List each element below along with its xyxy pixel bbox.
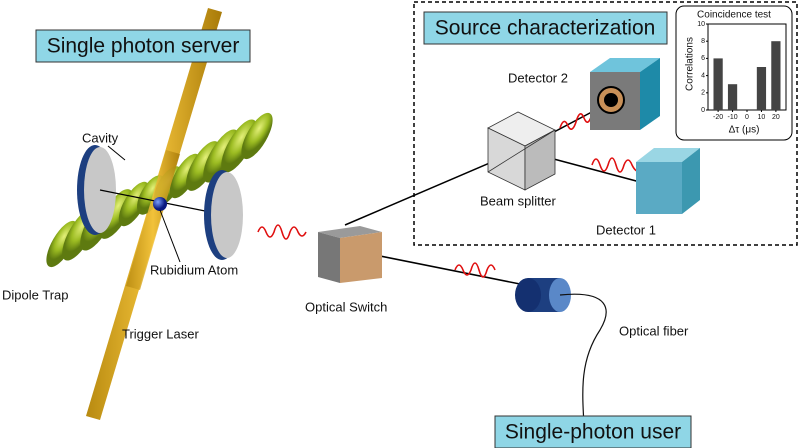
cavity-mirror-face: [211, 172, 243, 258]
bar: [771, 41, 781, 111]
leader: [107, 145, 126, 161]
section-frame: [413, 1, 798, 246]
optical-switch-label: Optical Switch: [305, 299, 387, 314]
optical-switch: [318, 226, 382, 283]
bar: [727, 84, 738, 110]
y-tick-label: 10: [697, 21, 705, 28]
optical-fiber-label: Optical fiber: [619, 323, 689, 338]
beam-splitter-label: Beam splitter: [480, 193, 557, 208]
x-tick-label: 20: [772, 114, 780, 121]
trigger-laser-label: Trigger Laser: [122, 326, 199, 341]
photon: [591, 157, 641, 173]
photon: [257, 224, 307, 240]
trigger-laser-front: [126, 150, 180, 290]
x-tick-label: -20: [713, 114, 723, 121]
y-tick-label: 2: [701, 90, 705, 97]
inset-x-label: Δτ (μs): [729, 125, 760, 136]
x-tick-label: -10: [727, 114, 737, 121]
rubidium-atom: [153, 197, 167, 211]
detector-2: [590, 58, 660, 130]
atom-label: Rubidium Atom: [150, 262, 238, 277]
y-tick-label: 8: [701, 38, 705, 45]
detector-1-label: Detector 1: [596, 222, 656, 237]
detector-1: [636, 148, 700, 214]
y-tick-label: 0: [701, 107, 705, 114]
photon: [454, 262, 496, 278]
x-tick-label: 0: [745, 114, 749, 121]
bar: [756, 67, 767, 110]
cavity-label: Cavity: [82, 130, 119, 145]
y-tick-label: 6: [701, 55, 705, 62]
dipole-trap-label: Dipole Trap: [2, 287, 68, 302]
server-label: Single photon server: [47, 35, 240, 58]
detector-2-label: Detector 2: [508, 70, 568, 85]
inset-title: Coincidence test: [697, 10, 771, 21]
y-tick-label: 4: [701, 72, 705, 79]
leader: [159, 209, 181, 263]
bar: [713, 58, 723, 110]
optical-fiber: [559, 293, 607, 426]
label-box: [494, 415, 692, 448]
source-label: Source characterization: [435, 17, 656, 40]
label-box: [423, 11, 668, 45]
beam-splitter: [487, 111, 556, 191]
inset-y-label: Correlations: [685, 37, 696, 91]
x-tick-label: 10: [758, 114, 766, 121]
user-label: Single-photon user: [505, 421, 681, 444]
label-box: [35, 29, 251, 63]
